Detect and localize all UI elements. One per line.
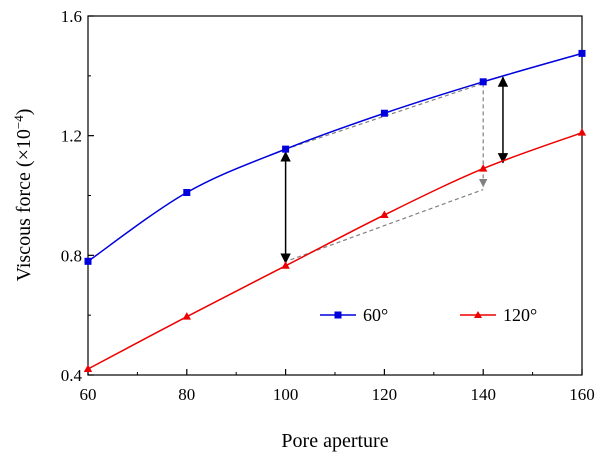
data-point-square bbox=[282, 145, 290, 153]
legend: 60° 120° bbox=[320, 305, 537, 325]
y-axis-title-exponent: −4 bbox=[11, 115, 26, 129]
legend-label-120: 120° bbox=[503, 305, 537, 325]
legend-item-60: 60° bbox=[320, 305, 388, 325]
data-point-square bbox=[578, 49, 586, 57]
y-tick-label: 1.6 bbox=[61, 7, 82, 26]
x-tick-label: 160 bbox=[569, 385, 595, 404]
legend-label-60: 60° bbox=[363, 305, 388, 325]
legend-marker-square bbox=[334, 311, 342, 319]
x-tick-label: 140 bbox=[470, 385, 496, 404]
series-60 bbox=[84, 49, 586, 265]
data-point-square bbox=[183, 189, 191, 197]
data-point-triangle bbox=[479, 164, 488, 172]
x-axis-title: Pore aperture bbox=[281, 430, 388, 452]
axes: 60 80 100 120 140 160 0.4 0.8 1.2 1.6 bbox=[61, 7, 595, 404]
y-axis-title-main: Viscous force (×10 bbox=[13, 129, 35, 281]
y-axis-title-close: ) bbox=[13, 109, 35, 116]
x-tick-label: 60 bbox=[80, 385, 97, 404]
annotations bbox=[280, 76, 509, 264]
data-point-triangle bbox=[380, 210, 389, 218]
data-point-square bbox=[380, 109, 388, 117]
dashed-line bbox=[290, 188, 484, 261]
data-point-triangle bbox=[83, 364, 93, 373]
data-point-square bbox=[479, 78, 487, 86]
x-tick-label: 120 bbox=[372, 385, 398, 404]
series-line bbox=[87, 52, 583, 262]
y-axis-title: Viscous force (×10−4) bbox=[11, 109, 35, 282]
series-line bbox=[87, 131, 583, 370]
y-tick-label: 0.4 bbox=[61, 366, 83, 385]
data-point-square bbox=[84, 257, 92, 265]
y-tick-label: 0.8 bbox=[61, 246, 82, 265]
y-tick-label: 1.2 bbox=[61, 127, 82, 146]
data-point-triangle bbox=[281, 261, 290, 269]
x-tick-label: 80 bbox=[178, 385, 195, 404]
series-120 bbox=[83, 128, 587, 373]
data-point-triangle bbox=[182, 312, 191, 320]
data-point-triangle bbox=[577, 128, 587, 136]
x-tick-label: 100 bbox=[273, 385, 299, 404]
legend-marker-triangle bbox=[474, 311, 482, 318]
legend-item-120: 120° bbox=[460, 305, 537, 325]
series-group bbox=[83, 49, 587, 373]
